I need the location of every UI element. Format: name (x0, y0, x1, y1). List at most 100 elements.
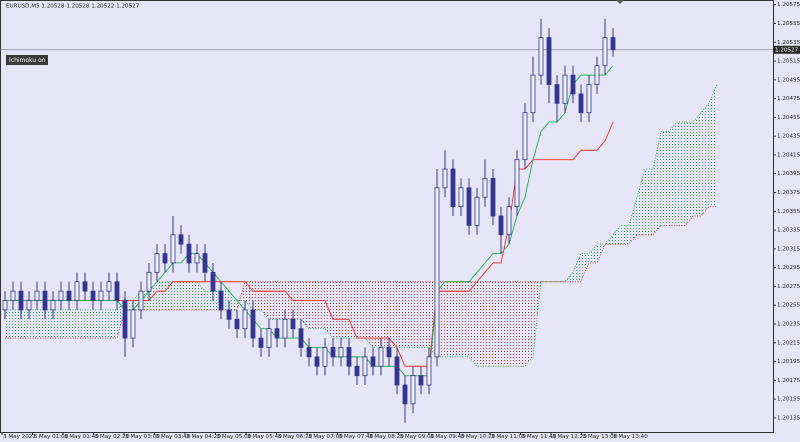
x-tick-label: 3 May 02:20 (95, 434, 130, 440)
senkou-span-b (5, 206, 717, 339)
candle-body (106, 281, 112, 292)
cloud (365, 281, 373, 348)
cloud (381, 281, 389, 348)
candle-body (218, 290, 224, 311)
candle-body (210, 271, 216, 292)
cloud (709, 84, 717, 207)
candle-body (538, 37, 544, 76)
plot-frame (0, 0, 774, 433)
x-tick-label: 3 May 13:40 (613, 434, 648, 440)
cloud (29, 309, 37, 339)
candle-body (138, 290, 144, 311)
candle-body (178, 234, 184, 245)
candle-body (170, 234, 176, 264)
candle-body (418, 375, 424, 386)
candle-body (498, 215, 504, 236)
cloud (461, 281, 469, 357)
y-tick-label: 1.20315 (777, 246, 800, 252)
candle-body (314, 356, 320, 367)
cloud (405, 281, 413, 348)
candle-body (298, 328, 304, 348)
cloud (693, 112, 701, 216)
candle-body (506, 206, 512, 236)
cloud (101, 309, 109, 339)
cloud (525, 281, 533, 367)
candle-body (58, 290, 64, 301)
x-tick-label: 3 May 09:40 (430, 434, 465, 440)
x-tick-label: 3 May 11:00 (491, 434, 526, 440)
x-tick-label: 3 May 11:40 (522, 434, 557, 440)
candle-body (354, 365, 360, 377)
cloud (493, 281, 501, 367)
x-tick-label: 3 May 06:20 (278, 434, 313, 440)
candle-body (146, 271, 152, 292)
ichimoku-button[interactable]: Ichimoku on (6, 55, 48, 65)
cloud (69, 309, 77, 339)
candle-body (186, 243, 192, 264)
cloud (629, 197, 637, 245)
cloud (109, 309, 117, 339)
candle-body (578, 93, 584, 114)
cloud (205, 291, 213, 310)
cloud (661, 131, 669, 226)
button-bg[interactable] (6, 55, 48, 65)
candle-body (290, 318, 296, 330)
x-tick-label: 3 May 10:20 (461, 434, 496, 440)
cloud (509, 281, 517, 367)
candle-body (554, 84, 560, 104)
cloud (197, 281, 205, 310)
y-tick-label: 1.20535 (777, 40, 800, 46)
y-tick-label: 1.20395 (777, 171, 800, 177)
cloud (389, 281, 397, 348)
x-tick-label: 3 May 2021 (3, 434, 36, 440)
cloud (621, 225, 629, 245)
candle-body (586, 84, 592, 114)
x-tick-label: 3 May 03:40 (156, 434, 191, 440)
candle-body (594, 65, 600, 85)
cloud (421, 281, 429, 348)
cloud (469, 281, 477, 367)
y-tick-label: 1.20175 (777, 378, 800, 384)
candle-body (82, 281, 88, 292)
candle-body (442, 168, 448, 189)
cloud (85, 309, 93, 339)
cloud (357, 281, 365, 339)
candle-body (274, 328, 280, 339)
cloud (341, 281, 349, 339)
cloud (485, 281, 493, 367)
cloud (77, 309, 85, 339)
candle-body (282, 318, 288, 339)
x-tick-label: 3 May 07:00 (308, 434, 343, 440)
cloud (93, 309, 101, 339)
y-tick-label: 1.20455 (777, 115, 800, 121)
x-tick-label: 3 May 05:40 (247, 434, 282, 440)
candle-body (250, 309, 256, 339)
x-tick-label: 3 May 01:40 (64, 434, 99, 440)
x-tick-label: 3 May 12:20 (552, 434, 587, 440)
cloud (45, 309, 53, 339)
cloud (53, 309, 61, 339)
y-tick-label: 1.20255 (777, 303, 800, 309)
button-label[interactable]: Ichimoku on (9, 57, 46, 64)
candle-body (26, 300, 32, 311)
cloud (277, 281, 285, 320)
y-tick-label: 1.20155 (777, 397, 800, 403)
y-tick-label: 1.20475 (777, 96, 800, 102)
cloud (253, 281, 261, 310)
x-tick-label: 3 May 05:00 (217, 434, 252, 440)
cloud (573, 253, 581, 282)
candle-body (474, 196, 480, 226)
cloud (285, 281, 293, 320)
candle-body (154, 253, 160, 273)
cloud (533, 281, 541, 357)
candle-body (114, 281, 120, 301)
candle-body (394, 356, 400, 386)
candle-body (490, 178, 496, 217)
cloud (613, 225, 621, 245)
y-tick-label: 1.20495 (777, 77, 800, 83)
x-tick-label: 3 May 01:00 (34, 434, 69, 440)
candle-body (306, 347, 312, 358)
scroll-marker (616, 0, 624, 4)
